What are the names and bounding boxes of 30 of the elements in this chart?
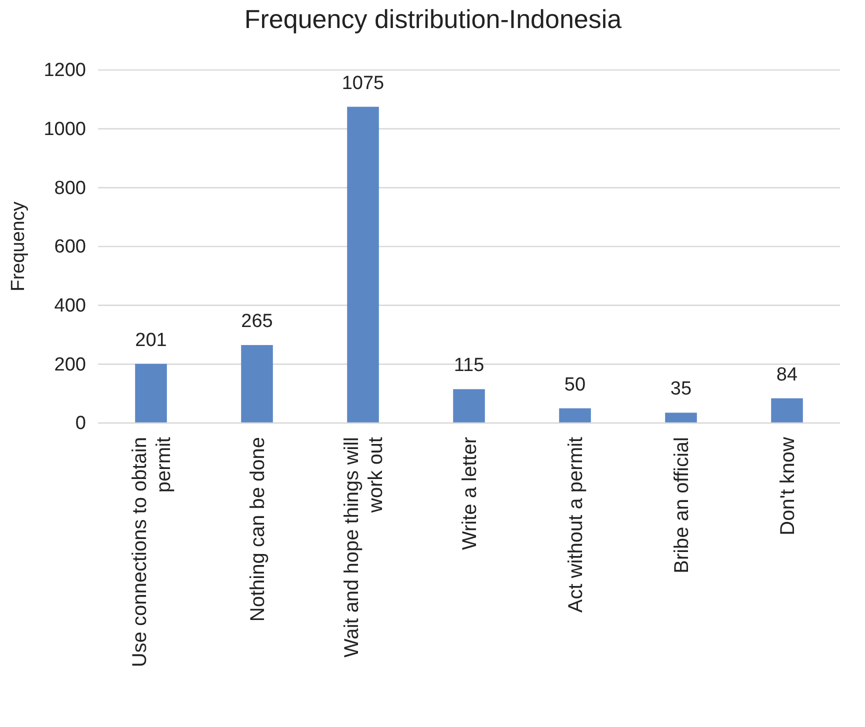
bar xyxy=(241,345,273,423)
y-tick-label: 800 xyxy=(54,178,86,199)
data-label: 35 xyxy=(670,378,692,400)
y-tick-label: 200 xyxy=(54,354,86,376)
bar xyxy=(135,364,167,423)
data-label: 84 xyxy=(776,364,798,386)
data-label: 201 xyxy=(135,330,167,351)
x-tick-label: Write a letter xyxy=(459,436,481,550)
y-tick-label: 1000 xyxy=(44,118,86,140)
data-label: 115 xyxy=(454,355,484,376)
y-tick-label: 0 xyxy=(75,413,86,434)
x-tick-label: Don't know xyxy=(777,436,799,536)
y-axis-title: Frequency xyxy=(8,201,29,292)
y-tick-label: 1200 xyxy=(44,60,86,82)
bar xyxy=(453,389,485,423)
data-label: 50 xyxy=(564,374,586,396)
bar xyxy=(347,106,379,423)
y-tick-label: 600 xyxy=(54,236,86,258)
data-label: 1075 xyxy=(342,72,384,94)
bar xyxy=(771,398,803,423)
data-label: 265 xyxy=(241,311,273,332)
y-tick-label: 400 xyxy=(54,295,86,316)
bar xyxy=(559,408,591,423)
x-tick-label: Wait and hope things will work out xyxy=(341,436,387,658)
bar xyxy=(665,412,697,423)
x-tick-label: Use connections to obtain permit xyxy=(129,436,175,668)
x-tick-label: Bribe an official xyxy=(671,437,693,574)
chart-title: Frequency distribution-Indonesia xyxy=(244,4,622,34)
x-tick-label: Act without a permit xyxy=(565,436,587,613)
x-tick-label: Nothing can be done xyxy=(247,437,269,622)
